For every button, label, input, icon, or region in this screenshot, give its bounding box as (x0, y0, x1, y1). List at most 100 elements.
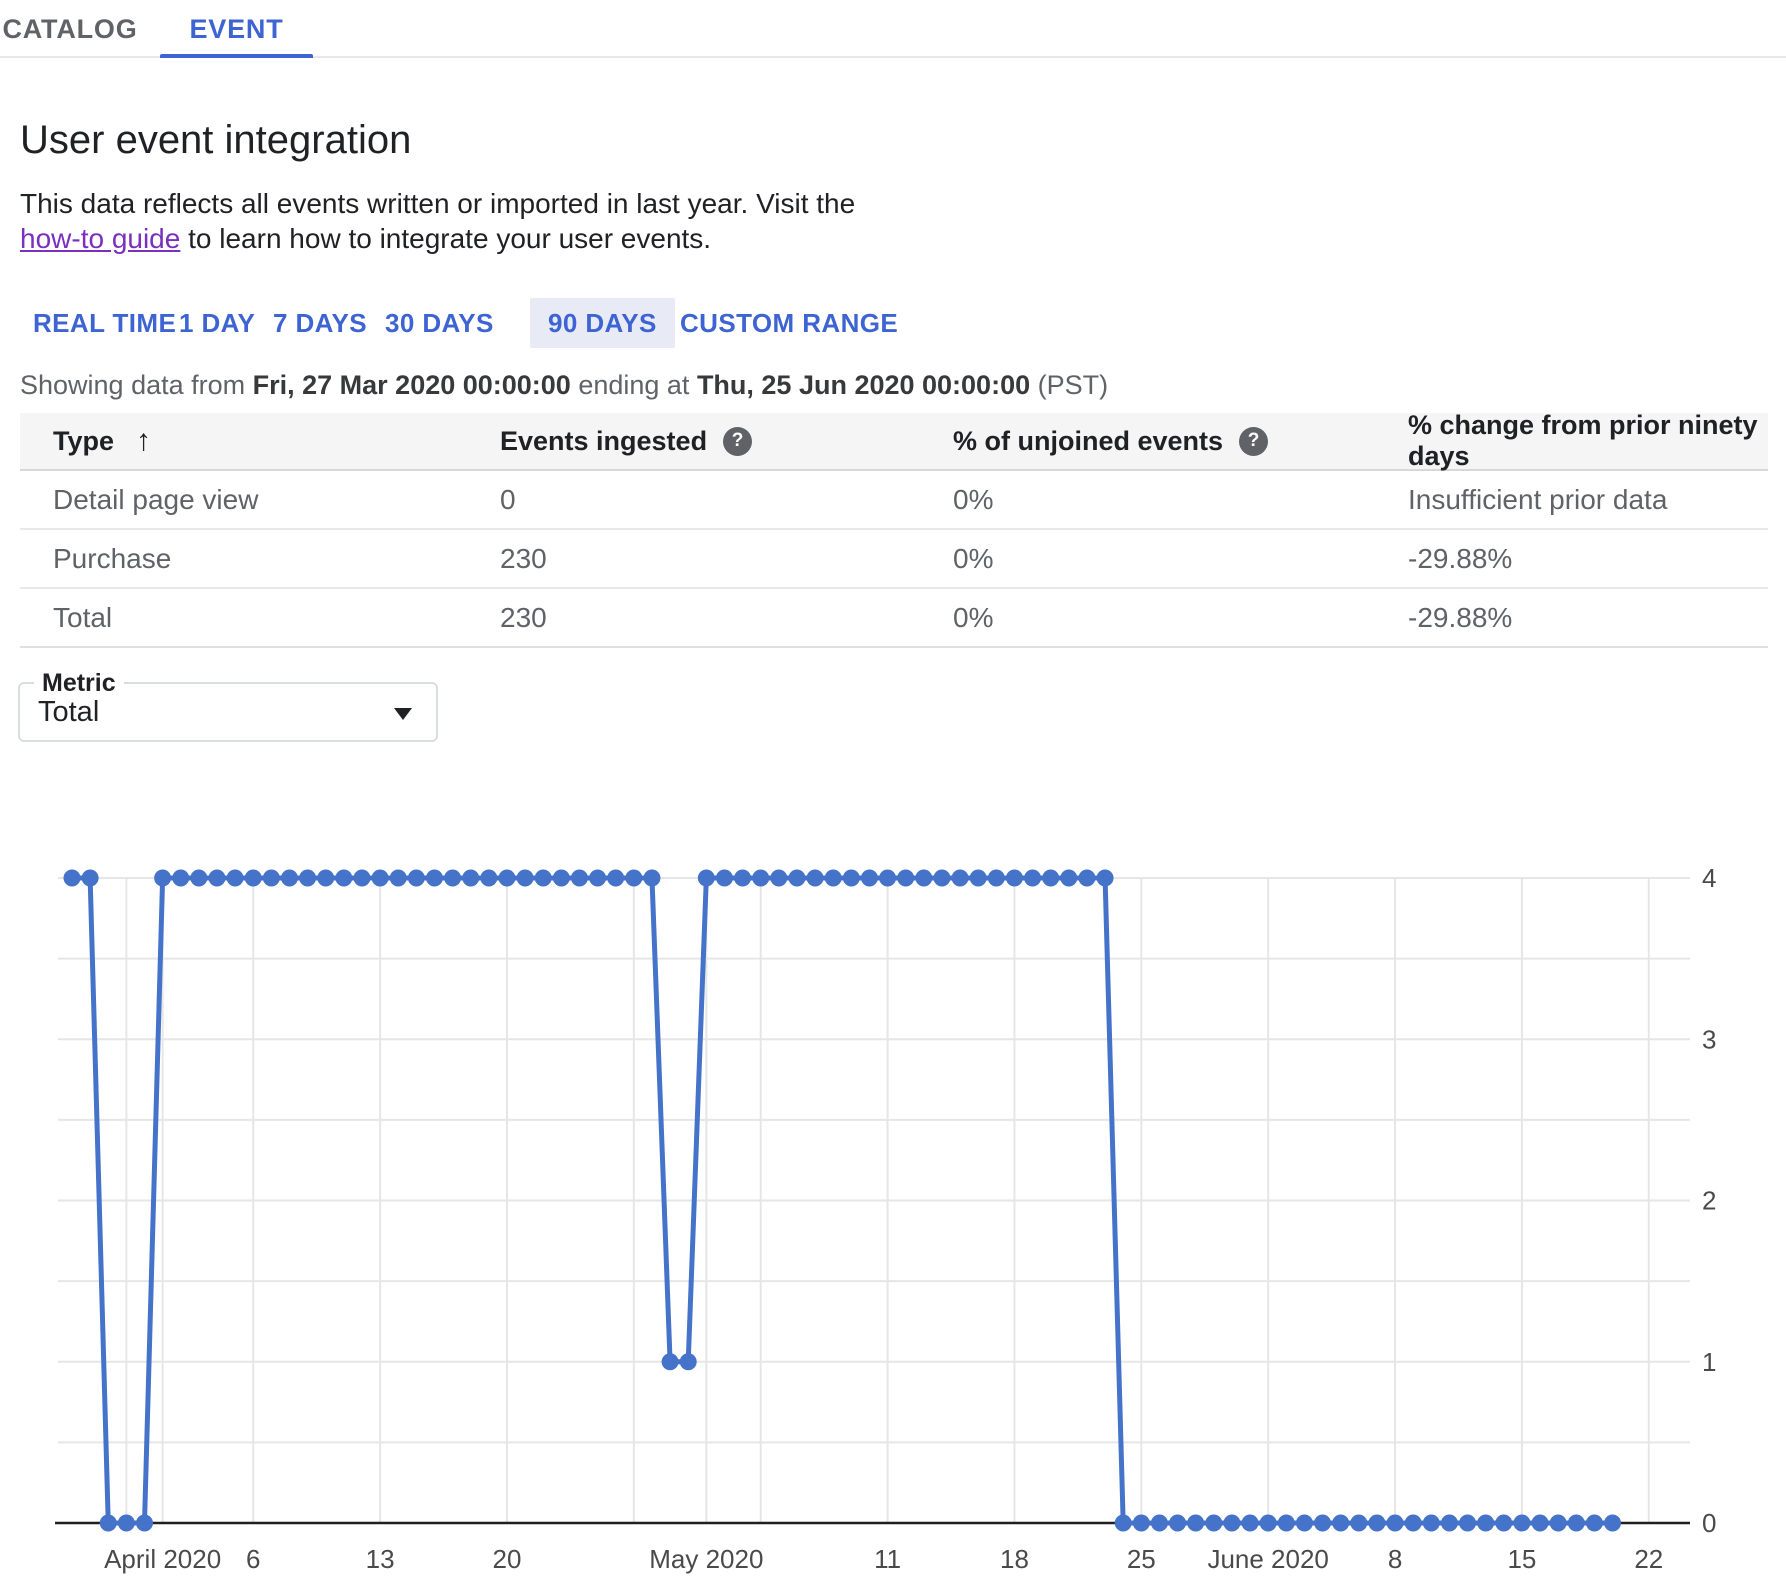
cell-pct-unjoined: 0% (953, 483, 994, 515)
cell-type: Detail page view (53, 483, 259, 515)
range-tab-real-time[interactable]: REAL TIME (33, 307, 177, 338)
chart-x-axis-label: May 2020 (649, 1544, 763, 1574)
chart-data-point (371, 869, 389, 887)
table-row-purchase: Purchase 230 0% -29.88% (20, 530, 1768, 589)
chart-data-point (1567, 1514, 1585, 1532)
column-header-change: % change from prior ninety days (1408, 410, 1768, 471)
column-header-type-label: Type (53, 425, 115, 456)
date-range-middle: ending at (570, 370, 697, 400)
chart-data-point (1495, 1514, 1513, 1532)
chart-data-point (299, 869, 317, 887)
chart-y-axis-label: 4 (1702, 863, 1716, 893)
chart-data-point (63, 869, 81, 887)
range-tab-custom-range[interactable]: CUSTOM RANGE (680, 307, 899, 338)
chart-data-point (1513, 1514, 1531, 1532)
cell-pct-unjoined: 0% (953, 542, 994, 574)
chart-data-point (1187, 1514, 1205, 1532)
page-title: User event integration (20, 118, 412, 162)
chart-data-point (1295, 1514, 1313, 1532)
chart-y-axis-label: 2 (1702, 1186, 1716, 1216)
metric-select-label: Metric (34, 669, 124, 698)
active-tab-underline (160, 54, 313, 58)
how-to-guide-link[interactable]: how-to guide (20, 223, 181, 254)
chart-data-point (842, 869, 860, 887)
chart-data-point (570, 869, 588, 887)
table-row-detail-page-view: Detail page view 0 0% Insufficient prior… (20, 471, 1768, 530)
metric-select-value: Total (38, 695, 100, 728)
metric-select[interactable]: Metric Total (18, 669, 438, 742)
chart-data-point (715, 869, 733, 887)
chart-data-point (969, 869, 987, 887)
chart-data-point (99, 1514, 117, 1532)
chart-data-point (824, 869, 842, 887)
chart-x-axis-label: April 2020 (104, 1544, 221, 1574)
time-range-tabs: REAL TIME 1 DAY 7 DAYS 30 DAYS 90 DAYS C… (0, 298, 1786, 348)
chart-data-point (987, 869, 1005, 887)
cell-pct-change: -29.88% (1408, 601, 1513, 633)
chart-data-point (117, 1514, 135, 1532)
chart-data-point (1223, 1514, 1241, 1532)
chart-data-point (1585, 1514, 1603, 1532)
chart-data-point (734, 869, 752, 887)
chart-data-point (933, 869, 951, 887)
chart-data-point (1169, 1514, 1187, 1532)
events-line-chart-svg: April 2020 6 13 20 May 2020 11 18 25 June 2020 8 1… (55, 863, 1716, 1574)
cell-events-ingested: 230 (500, 542, 547, 574)
column-header-events-ingested: Events ingested ? (500, 413, 753, 469)
chart-data-point (172, 869, 190, 887)
chart-data-point (806, 869, 824, 887)
chart-x-axis-label: 15 (1507, 1544, 1536, 1574)
chart-x-axis-label: 13 (366, 1544, 395, 1574)
chart-data-point (1259, 1514, 1277, 1532)
date-range-prefix: Showing data from (20, 370, 253, 400)
chart-data-point (951, 869, 969, 887)
chevron-down-icon (394, 708, 412, 720)
chart-data-point (208, 869, 226, 887)
chart-data-point (1350, 1514, 1368, 1532)
events-table: Type ↑ Events ingested ? % of unjoined e… (20, 410, 1768, 648)
chart-data-point (462, 869, 480, 887)
range-tab-30-days[interactable]: 30 DAYS (385, 307, 494, 338)
chart-data-point (1096, 869, 1114, 887)
chart-data-point (1332, 1514, 1350, 1532)
chart-x-axis-label: 18 (1000, 1544, 1029, 1574)
chart-data-point (1531, 1514, 1549, 1532)
date-range-timezone: (PST) (1030, 370, 1109, 400)
chart-data-point (1132, 1514, 1150, 1532)
chart-x-axis-label: 6 (246, 1544, 260, 1574)
page-description: This data reflects all events written or… (20, 186, 920, 256)
chart-data-point (1060, 869, 1078, 887)
tab-event[interactable]: EVENT (189, 13, 284, 44)
date-range-start: Fri, 27 Mar 2020 00:00:00 (252, 370, 571, 400)
help-icon[interactable]: ? (723, 426, 753, 456)
table-row-total: Total 230 0% -29.88% (20, 589, 1768, 648)
chart-data-point (879, 869, 897, 887)
help-icon[interactable]: ? (1239, 426, 1269, 456)
range-tab-7-days[interactable]: 7 DAYS (273, 307, 367, 338)
events-table-header: Type ↑ Events ingested ? % of unjoined e… (20, 410, 1768, 471)
chart-data-point (317, 869, 335, 887)
chart-data-point (1477, 1514, 1495, 1532)
chart-data-point (1404, 1514, 1422, 1532)
chart-data-point (1114, 1514, 1132, 1532)
chart-data-point (1459, 1514, 1477, 1532)
chart-data-point (1042, 869, 1060, 887)
chart-data-point (752, 869, 770, 887)
tab-catalog[interactable]: CATALOG (2, 13, 138, 44)
chart-x-axis-label: 8 (1388, 1544, 1402, 1574)
range-tab-90-days-selected[interactable]: 90 DAYS (530, 298, 675, 348)
range-tab-1-day[interactable]: 1 DAY (179, 307, 256, 338)
chart-data-point (1386, 1514, 1404, 1532)
events-line-chart: April 2020 6 13 20 May 2020 11 18 25 June 2020 8 1… (0, 740, 1786, 1592)
chart-data-point (154, 869, 172, 887)
column-header-type[interactable]: Type ↑ (53, 413, 151, 469)
cell-type: Total (53, 601, 113, 633)
chart-data-point (1604, 1514, 1622, 1532)
top-tab-bar: CATALOG EVENT (0, 0, 1786, 58)
chart-data-point (552, 869, 570, 887)
chart-data-point (226, 869, 244, 887)
cell-events-ingested: 0 (500, 483, 516, 515)
description-text-after: to learn how to integrate your user even… (180, 223, 712, 254)
description-text-before: This data reflects all events written or… (20, 188, 856, 219)
chart-data-point (425, 869, 443, 887)
